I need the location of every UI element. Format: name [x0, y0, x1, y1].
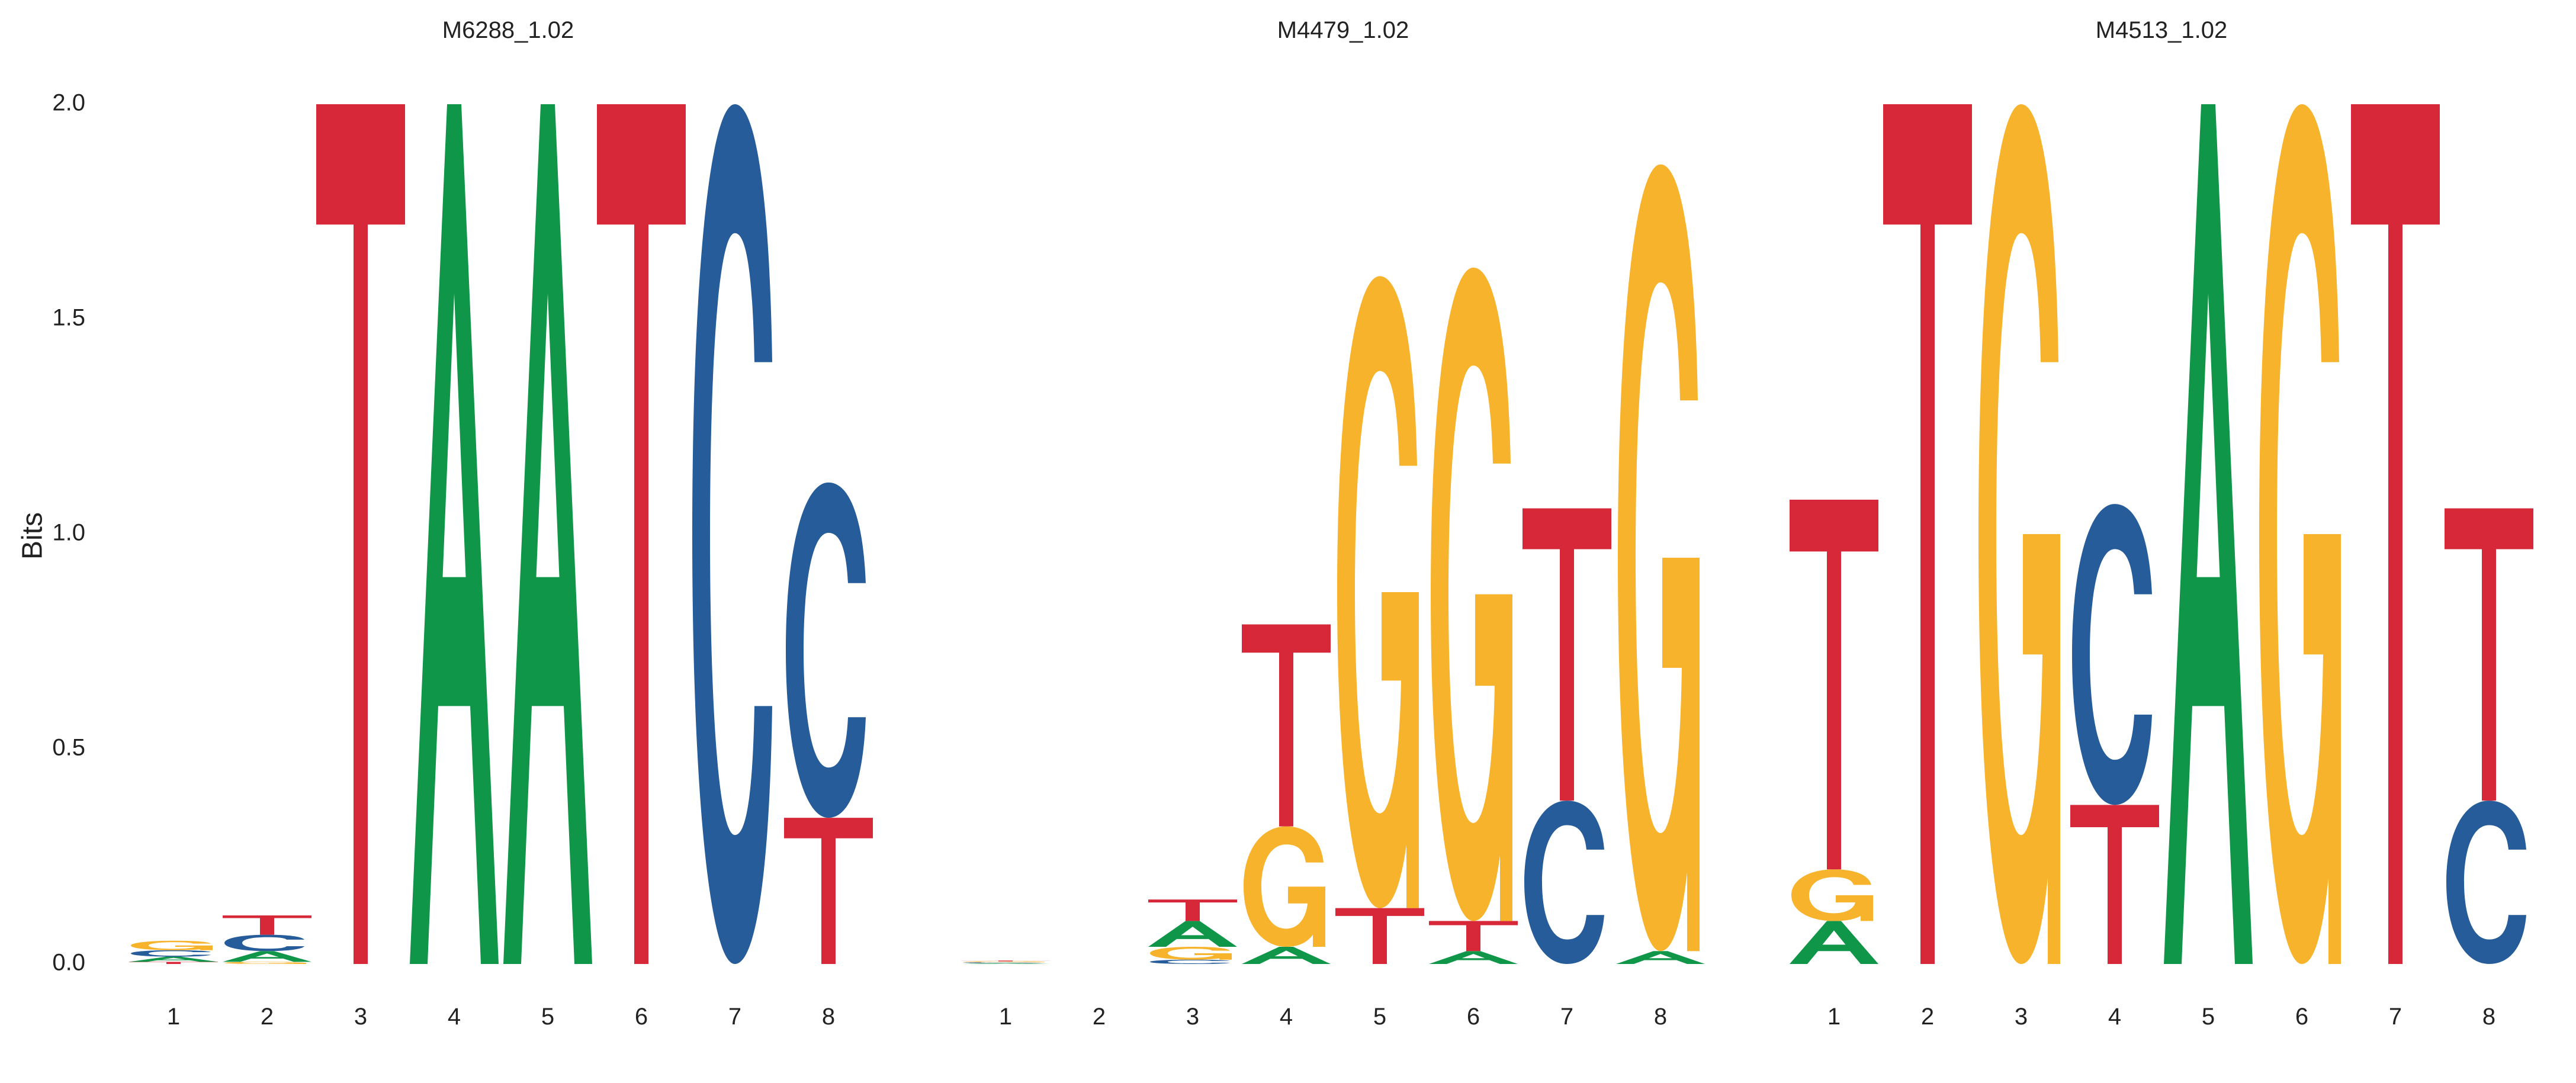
logo-letter-t: [1883, 104, 1972, 964]
logo-letter-c: [963, 962, 1043, 963]
x-tick-label: 8: [2482, 1004, 2495, 1030]
logo-letter-a: [129, 956, 218, 962]
y-tick-label: 0.5: [52, 735, 85, 761]
logo-letter-t: [1148, 899, 1237, 921]
x-tick-label: 4: [1280, 1004, 1293, 1030]
x-tick-label: 5: [1373, 1004, 1386, 1030]
logo-letter-a: [2164, 104, 2253, 964]
logo-letter-t: [223, 915, 311, 935]
x-tick-labels: 1 2 3 4 5 6 7 8: [999, 1004, 1667, 1030]
x-tick-label: 2: [261, 1004, 274, 1030]
x-tick-label: 5: [541, 1004, 554, 1030]
logo-letter-a: [223, 951, 311, 962]
logo-letter-g: [224, 962, 306, 964]
logo-letter-t: [1335, 908, 1424, 964]
logo-letter-g: [1244, 826, 1325, 947]
logo-letter-c: [786, 482, 866, 818]
logo-letter-t: [1429, 921, 1518, 952]
logo-letter-g: [1337, 276, 1419, 908]
letter-stacks: [129, 104, 873, 964]
logo-letter-g: [1618, 164, 1700, 952]
x-tick-label: 1: [167, 1004, 180, 1030]
panel-title: M6288_1.02: [442, 17, 574, 43]
panel-title: M4479_1.02: [1277, 17, 1409, 43]
logo-letter-c: [1524, 801, 1604, 964]
logo-panel-m4479: M4479_1.02 1 2 3 4 5 6 7 8: [961, 17, 1705, 1030]
logo-panel-m6288: M6288_1.02 1 2 3 4 5 6 7 8: [129, 17, 873, 1030]
logo-letter-t: [597, 104, 686, 964]
x-tick-label: 7: [2389, 1004, 2402, 1030]
logo-letter-a: [1429, 951, 1518, 964]
logo-letter-g: [1150, 946, 1232, 960]
logo-letter-t: [961, 960, 1050, 962]
x-tick-label: 2: [1093, 1004, 1106, 1030]
y-tick-label: 1.0: [52, 520, 85, 546]
logo-panel-m4513: M4513_1.02 1 2 3 4 5 6 7 8: [1790, 17, 2533, 1030]
logo-letter-t: [784, 818, 873, 964]
x-tick-label: 3: [354, 1004, 367, 1030]
y-axis: Bits 0.0 0.5 1.0 1.5 2.0: [17, 90, 85, 976]
logo-letter-a: [961, 963, 1050, 964]
logo-letter-t: [2070, 805, 2159, 964]
y-tick-label: 0.0: [52, 950, 85, 976]
logo-letter-t: [316, 104, 405, 964]
x-tick-label: 6: [2295, 1004, 2308, 1030]
logo-letter-c: [692, 104, 772, 964]
logo-letter-a: [503, 104, 592, 964]
logo-letter-a: [1790, 921, 1878, 964]
x-tick-labels: 1 2 3 4 5 6 7 8: [167, 1004, 835, 1030]
x-tick-label: 2: [1921, 1004, 1934, 1030]
y-tick-label: 2.0: [52, 90, 85, 116]
logo-letter-g: [1978, 104, 2060, 964]
logo-letter-g: [2259, 104, 2341, 964]
x-tick-label: 1: [1827, 1004, 1841, 1030]
x-tick-labels: 1 2 3 4 5 6 7 8: [1827, 1004, 2495, 1030]
y-tick-label: 1.5: [52, 305, 85, 331]
logo-letter-a: [1616, 951, 1705, 964]
logo-letter-c: [224, 934, 304, 952]
logo-letter-t: [129, 962, 218, 964]
x-tick-label: 5: [2202, 1004, 2215, 1030]
logo-letter-c: [1150, 959, 1230, 964]
logo-letter-t: [1790, 499, 1878, 870]
x-tick-label: 8: [1654, 1004, 1667, 1030]
x-tick-label: 3: [1186, 1004, 1199, 1030]
x-tick-label: 6: [635, 1004, 648, 1030]
logo-letter-g: [131, 940, 213, 950]
x-tick-label: 7: [728, 1004, 741, 1030]
logo-letter-t: [2351, 104, 2440, 964]
letter-stacks: [961, 164, 1705, 964]
x-tick-label: 4: [2108, 1004, 2121, 1030]
logo-letter-t: [2445, 508, 2533, 801]
logo-letter-c: [2072, 504, 2152, 805]
logo-letter-t: [1523, 508, 1611, 801]
logo-letter-c: [2446, 801, 2526, 964]
logo-letter-a: [1242, 946, 1331, 964]
x-tick-label: 8: [822, 1004, 835, 1030]
logo-letter-g: [1431, 267, 1512, 921]
x-tick-label: 4: [448, 1004, 461, 1030]
logo-letter-c: [131, 950, 211, 957]
logo-letter-t: [1242, 624, 1331, 827]
x-tick-label: 6: [1467, 1004, 1480, 1030]
x-tick-label: 7: [1560, 1004, 1573, 1030]
y-axis-label: Bits: [17, 512, 49, 560]
logo-letter-a: [410, 104, 499, 964]
x-tick-label: 3: [2015, 1004, 2028, 1030]
panel-title: M4513_1.02: [2096, 17, 2227, 43]
logo-letter-g: [1791, 869, 1873, 921]
logo-letter-a: [1148, 921, 1237, 947]
x-tick-label: 1: [999, 1004, 1012, 1030]
letter-stacks: [1790, 104, 2533, 964]
